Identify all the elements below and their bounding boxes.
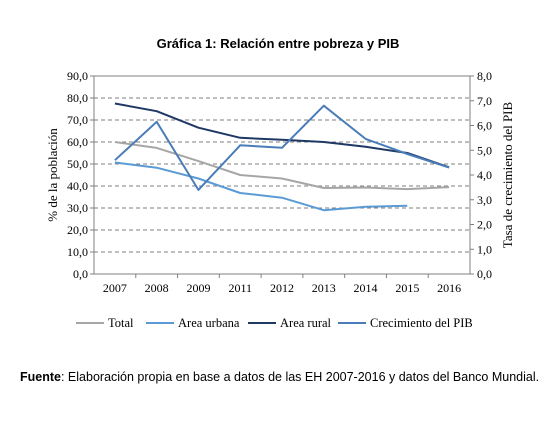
left-tick-label: 0,0 [73, 267, 88, 281]
plot-frame [93, 75, 471, 275]
legend-label-area-urbana: Area urbana [178, 316, 240, 330]
left-tick-label: 80,0 [67, 91, 88, 105]
x-tick-label: 2015 [395, 281, 419, 295]
right-axis: 0,0 1,0 2,0 3,0 4,0 5,0 6,0 7,0 8,0 [470, 69, 492, 281]
left-tick-label: 20,0 [67, 223, 88, 237]
x-tick-label: 2009 [186, 281, 210, 295]
left-tick-label: 70,0 [67, 113, 88, 127]
source-note: Fuente: Elaboración propia en base a dat… [20, 366, 540, 388]
right-tick-label: 2,0 [477, 218, 492, 232]
x-tick-label: 2007 [103, 281, 127, 295]
right-tick-label: 5,0 [477, 143, 492, 157]
legend: Total Area urbana Area rural Crecimiento de… [76, 316, 473, 330]
left-tick-label: 30,0 [67, 201, 88, 215]
x-tick-label: 2011 [228, 281, 252, 295]
right-tick-label: 8,0 [477, 69, 492, 83]
x-tick-label: 2008 [145, 281, 169, 295]
right-tick-label: 7,0 [477, 94, 492, 108]
x-tick-label: 2014 [354, 281, 378, 295]
left-tick-label: 40,0 [67, 179, 88, 193]
series-line-area-urbana [114, 161, 408, 212]
right-tick-label: 6,0 [477, 119, 492, 133]
y-axis-title: % de la población [45, 128, 60, 222]
x-tick-label: 2016 [437, 281, 461, 295]
legend-label-total: Total [108, 316, 134, 330]
left-tick-label: 60,0 [67, 135, 88, 149]
x-tick-label: 2013 [312, 281, 336, 295]
right-tick-label: 4,0 [477, 168, 492, 182]
source-label: Fuente [20, 370, 61, 384]
right-tick-label: 3,0 [477, 193, 492, 207]
right-tick-label: 1,0 [477, 242, 492, 256]
gridlines [94, 97, 470, 253]
right-tick-label: 0,0 [477, 267, 492, 281]
chart: Gráfica 1: Relación entre pobreza y PIB … [45, 36, 515, 330]
y2-axis-title: Tasa de crecimiento del PIB [500, 101, 515, 248]
legend-label-crecimiento-del-pib: Crecimiento del PIB [370, 316, 473, 330]
left-tick-label: 10,0 [67, 245, 88, 259]
series-line-area-rural [114, 102, 450, 169]
left-axis: 0,0 10,0 20,0 30,0 40,0 50,0 60,0 70,0 80,0 90,0 [67, 69, 94, 281]
legend-label-area-rural: Area rural [280, 316, 332, 330]
series-lines [114, 102, 450, 212]
left-tick-label: 90,0 [67, 69, 88, 83]
source-text: : Elaboración propia en base a datos de … [60, 370, 540, 384]
series-line-crecimiento-del-pib [114, 104, 450, 191]
series-line-total [114, 141, 450, 191]
x-tick-label: 2012 [270, 281, 294, 295]
chart-title: Gráfica 1: Relación entre pobreza y PIB [157, 36, 400, 51]
left-tick-label: 50,0 [67, 157, 88, 171]
x-axis: 2007 2008 2009 2011 2012 2013 2014 2015 2016 [103, 274, 461, 295]
